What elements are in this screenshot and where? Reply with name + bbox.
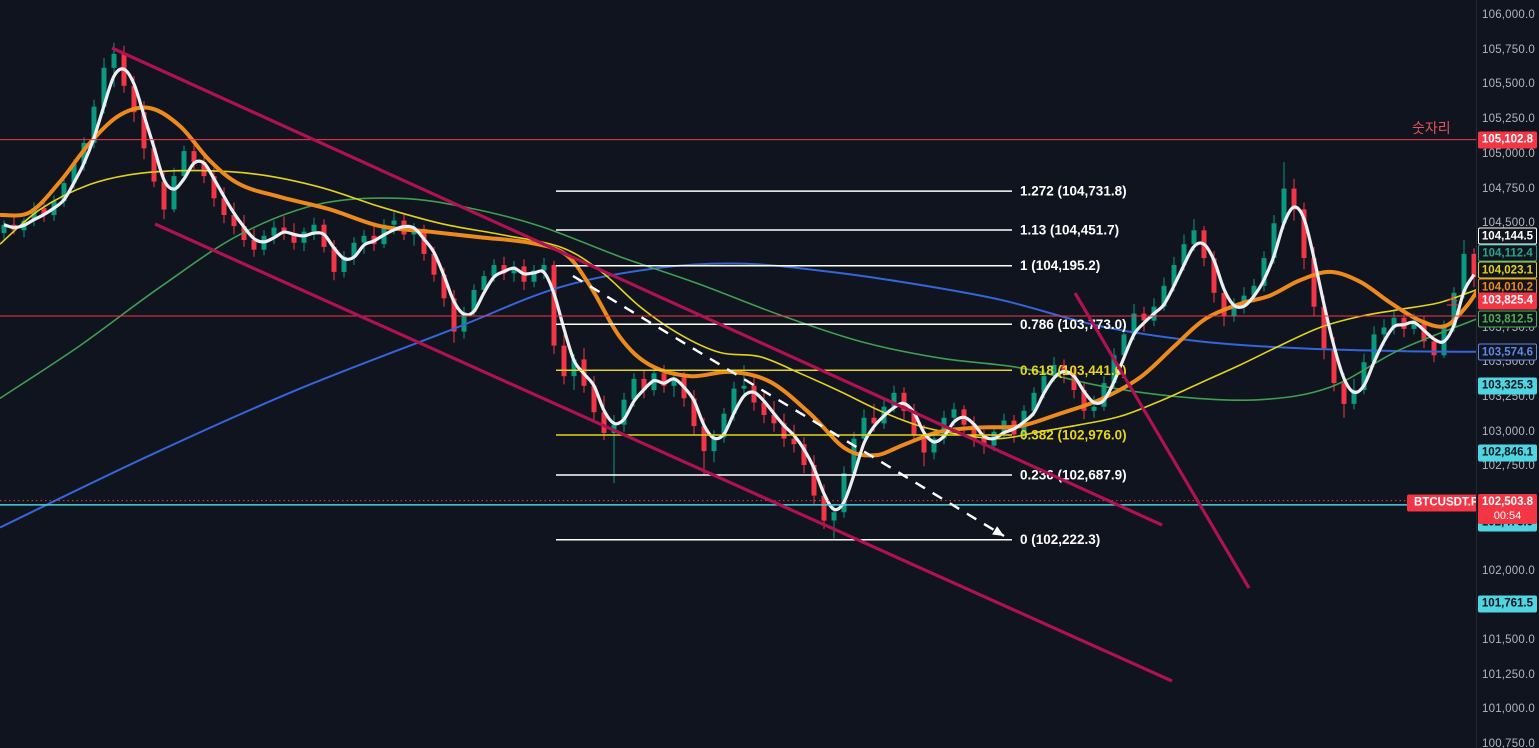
axis-tick-105750: 105,750.0 <box>1482 43 1535 56</box>
price-badge-1051028: 105,102.8 <box>1478 131 1537 149</box>
steep-trendline[interactable] <box>1073 292 1251 589</box>
dashed-arrow-line[interactable] <box>572 274 1005 538</box>
price-badge-1040102: 104,010.2 <box>1478 278 1537 296</box>
axis-tick-105000: 105,000.0 <box>1482 147 1535 160</box>
channel-top[interactable] <box>111 46 1163 527</box>
fib-level-label-0.786: 0.786 (103,773.0) <box>1020 317 1127 332</box>
channel-bottom[interactable] <box>154 222 1173 683</box>
bar-countdown: 00:54 <box>1493 510 1522 522</box>
fib-level-label-1.13: 1.13 (104,451.7) <box>1020 223 1119 238</box>
horizontal-price-lines[interactable] <box>0 139 1477 506</box>
ma-yellow <box>0 169 1477 440</box>
dashed-arrow[interactable] <box>572 274 1005 538</box>
price-badge-1040231: 104,023.1 <box>1478 261 1537 279</box>
price-axis[interactable]: 106,000.0 105,750.0 105,500.0 105,250.0 105,… <box>1476 0 1539 748</box>
axis-tick-104750: 104,750.0 <box>1482 182 1535 195</box>
price-badge-1017615: 101,761.5 <box>1478 595 1537 613</box>
ma-white-fast <box>3 67 1476 512</box>
round-number-note: 숫자리 <box>1412 120 1451 136</box>
axis-tick-100750: 100,750.0 <box>1482 738 1535 748</box>
fib-level-label-1: 1 (104,195.2) <box>1020 258 1100 273</box>
price-badge-1028461: 102,846.1 <box>1478 444 1537 462</box>
fib-level-label-1.272: 1.272 (104,731.8) <box>1020 184 1127 199</box>
axis-tick-105500: 105,500.0 <box>1482 78 1535 91</box>
fib-level-label-0: 0 (102,222.3) <box>1020 532 1100 547</box>
axis-tick-101000: 101,000.0 <box>1482 703 1535 716</box>
current-price-value: 102,503.8 <box>1481 496 1534 508</box>
current-price-badge: 102,503.8 00:54 <box>1478 494 1537 524</box>
price-badge-1041124: 104,112.4 <box>1478 244 1537 262</box>
axis-tick-102750: 102,750.0 <box>1482 460 1535 473</box>
axis-tick-103000: 103,000.0 <box>1482 425 1535 438</box>
axis-tick-101500: 101,500.0 <box>1482 634 1535 646</box>
price-badge-1033253: 103,325.3 <box>1478 377 1537 395</box>
axis-tick-105250: 105,250.0 <box>1482 113 1535 126</box>
fib-level-label-0.236: 0.236 (102,687.9) <box>1020 468 1127 483</box>
price-badge-1041445: 104,144.5 <box>1478 227 1537 245</box>
chart-canvas[interactable]: 1.272 (104,731.8) 1.13 (104,451.7) 1 (104,… <box>0 0 1477 748</box>
axis-tick-106000: 106,000.0 <box>1482 9 1535 21</box>
symbol-price-label: BTCUSDT.P <box>1407 494 1486 512</box>
price-badge-1038254: 103,825.4 <box>1478 292 1537 310</box>
axis-tick-104500: 104,500.0 <box>1482 217 1535 230</box>
fib-level-label-0.618: 0.618 (103,441.6) <box>1020 363 1127 378</box>
candlestick-series <box>1 42 1477 539</box>
fib-level-label-0.382: 0.382 (102,976.0) <box>1020 428 1127 443</box>
axis-tick-101250: 101,250.0 <box>1482 668 1535 681</box>
moving-averages <box>0 67 1477 529</box>
ma-green <box>0 197 1477 402</box>
ma-blue <box>0 262 1477 529</box>
arrow-head <box>992 526 1004 536</box>
clipped-note: 소 <box>1446 293 1459 309</box>
price-badge-1035746: 103,574.6 <box>1478 343 1537 361</box>
ma-orange <box>0 105 1477 458</box>
trend-lines[interactable] <box>111 46 1251 683</box>
price-badge-1038125: 103,812.5 <box>1478 310 1537 328</box>
axis-tick-102000: 102,000.0 <box>1482 564 1535 577</box>
fibonacci-retracement[interactable]: 1.272 (104,731.8) 1.13 (104,451.7) 1 (104,… <box>556 184 1127 548</box>
